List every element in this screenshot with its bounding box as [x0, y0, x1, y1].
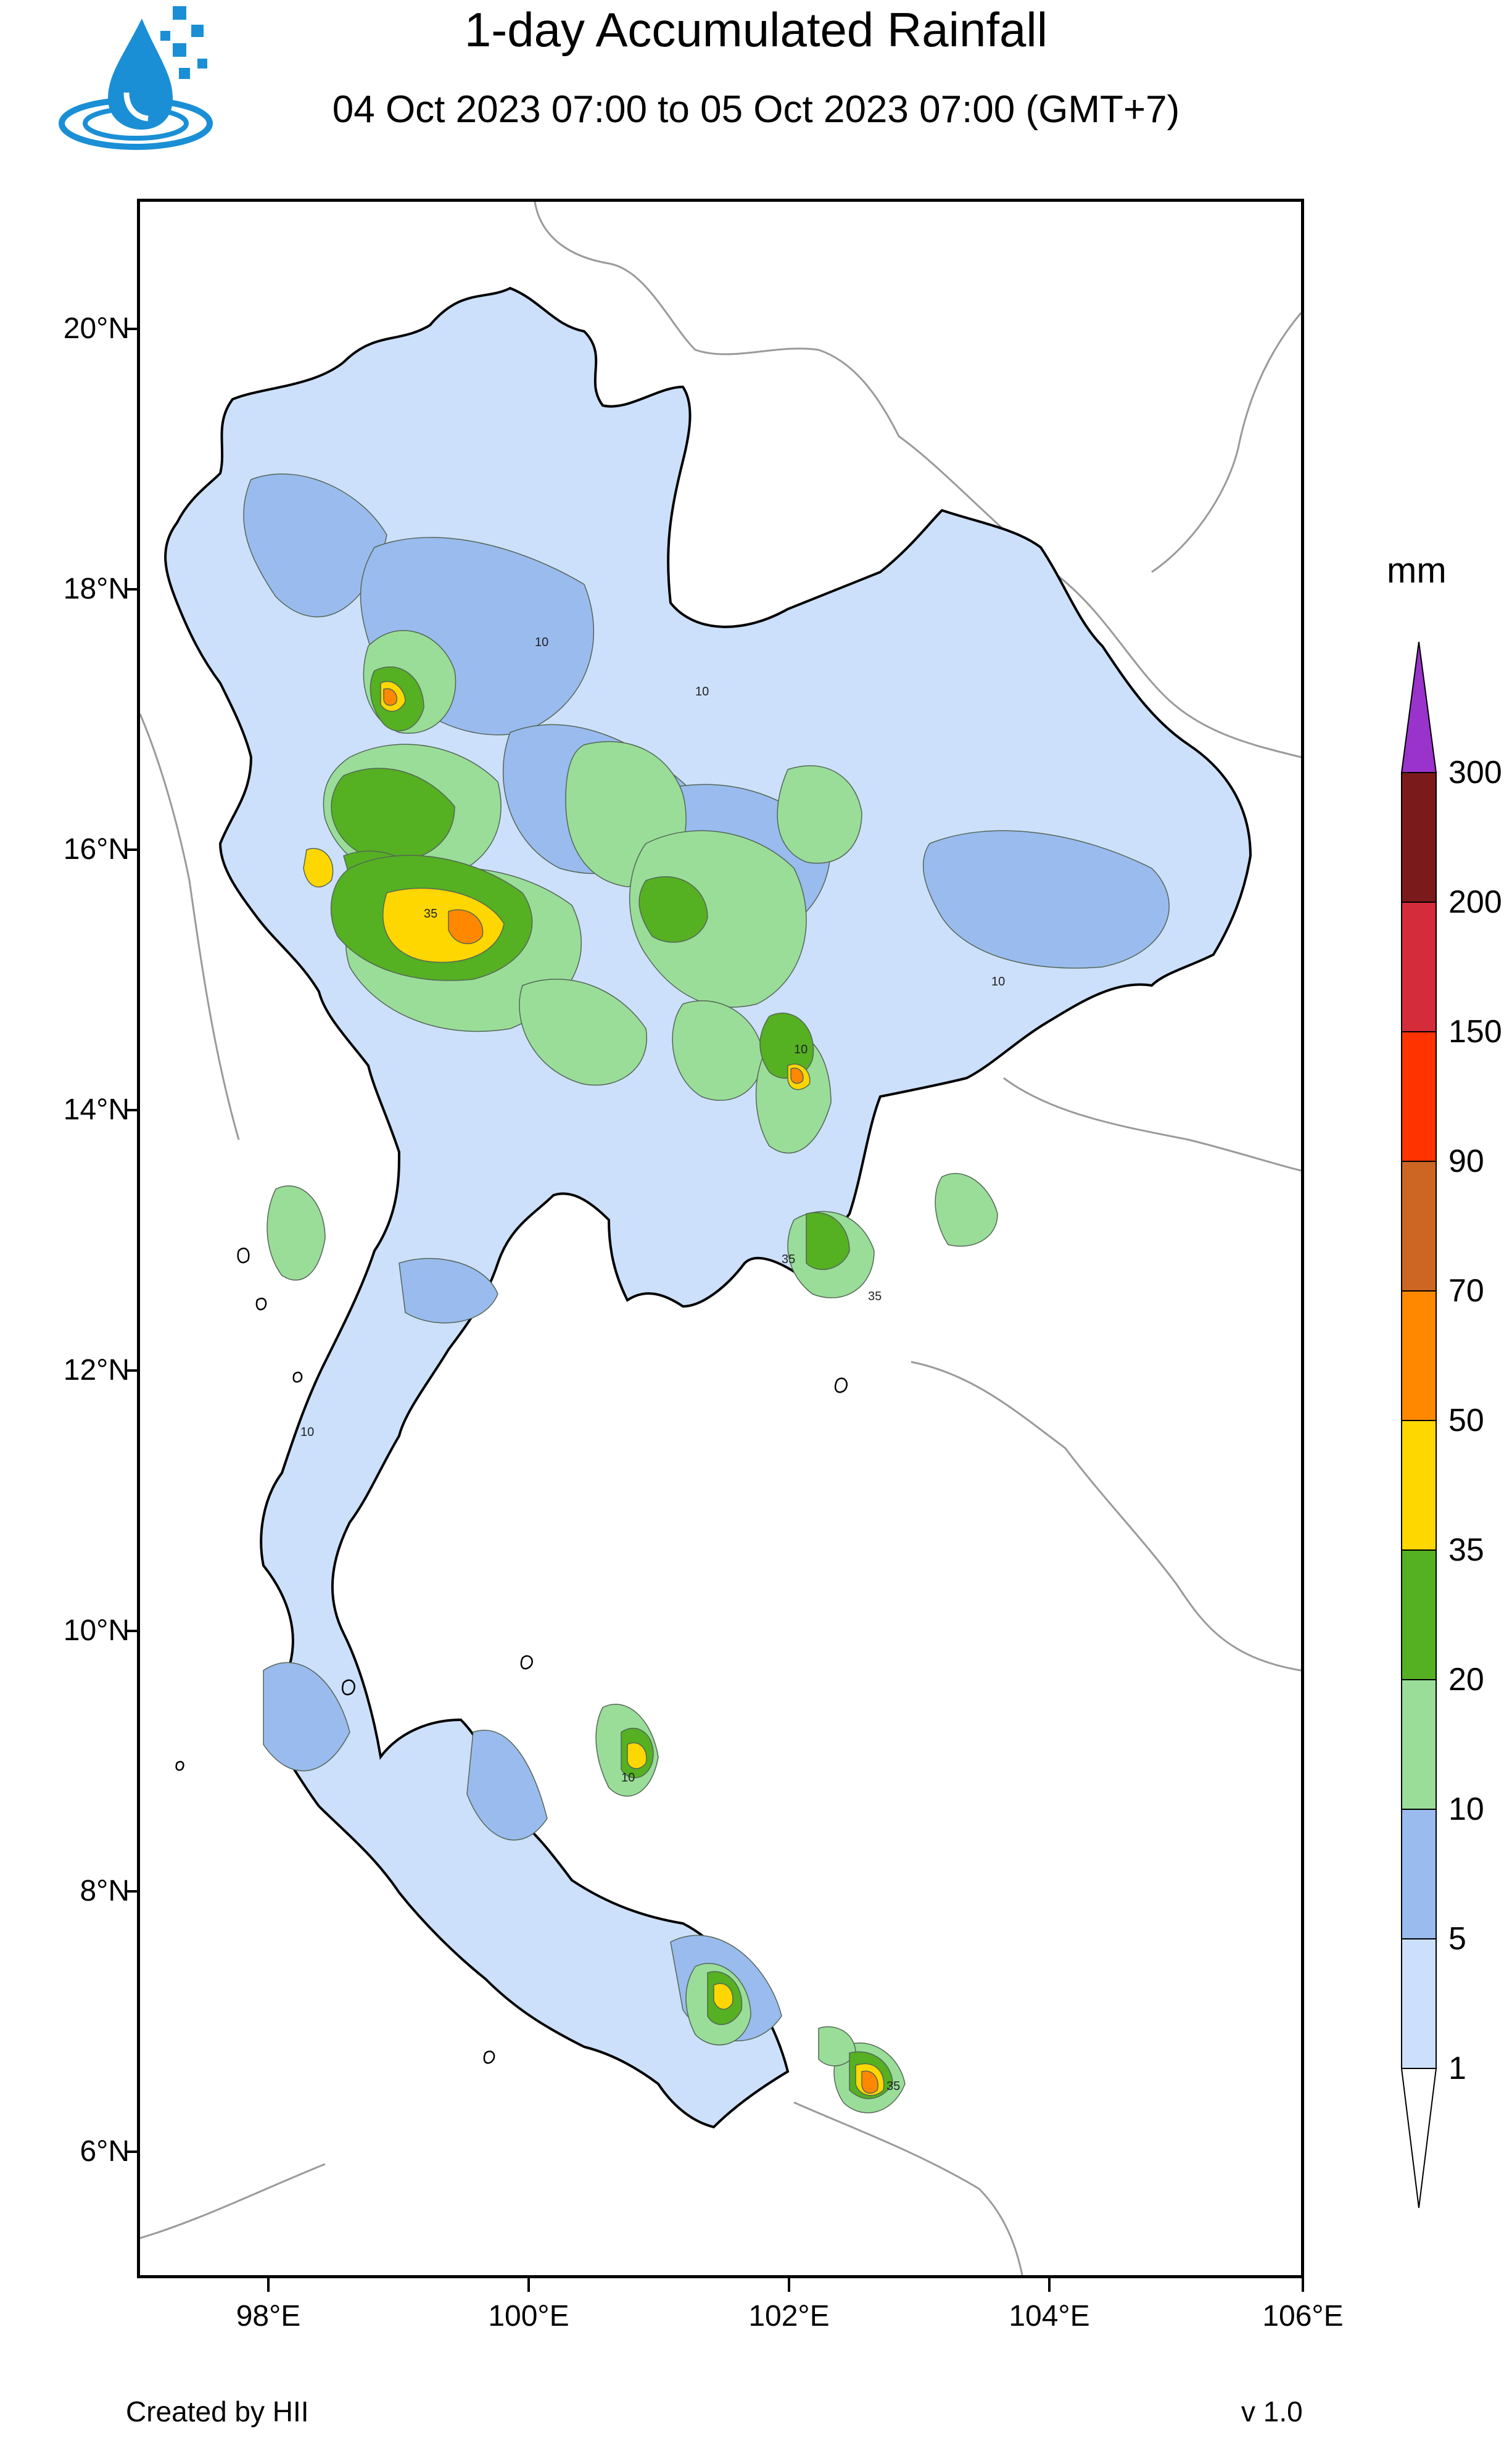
lat-tick: [125, 328, 137, 330]
credit-text: Created by HII: [126, 2395, 309, 2428]
lon-label: 106°E: [1262, 2300, 1344, 2333]
contour-label: 35: [886, 2080, 900, 2093]
contour-label: 35: [424, 907, 437, 921]
lat-label: 16°N: [63, 833, 130, 866]
lat-label: 8°N: [80, 1875, 130, 1907]
contour-label: 10: [535, 636, 548, 649]
legend-level: 200: [1448, 884, 1502, 920]
lon-label: 102°E: [748, 2300, 830, 2333]
legend-level: 300: [1448, 755, 1502, 790]
lat-label: 14°N: [63, 1093, 130, 1126]
page-title: 1-day Accumulated Rainfall: [464, 2, 1048, 57]
lat-tick: [125, 1369, 137, 1372]
lon-tick: [1048, 2278, 1051, 2292]
lat-label: 20°N: [63, 312, 130, 345]
legend-level: 70: [1448, 1273, 1484, 1309]
lat-label: 18°N: [63, 573, 130, 605]
lon-tick: [527, 2278, 530, 2292]
lat-tick: [125, 2151, 137, 2153]
legend-unit: mm: [1387, 550, 1447, 591]
rainfall-map[interactable]: 10 10 10 10 35 35 35 10 35 10: [137, 199, 1304, 2278]
lat-label: 12°N: [63, 1354, 130, 1387]
legend-level: 1: [1448, 2051, 1466, 2086]
lat-tick: [125, 1109, 137, 1111]
lon-label: 98°E: [236, 2300, 301, 2333]
lat-tick: [125, 1630, 137, 1632]
lon-tick: [267, 2278, 270, 2292]
legend-level: 5: [1448, 1921, 1466, 1957]
legend-level: 150: [1448, 1014, 1502, 1050]
rainfall-map-canvas: 10 10 10 10 35 35 35 10 35 10: [140, 202, 1301, 2275]
contour-label: 10: [991, 975, 1005, 989]
lat-label: 6°N: [80, 2135, 130, 2168]
hii-logo: [59, 6, 213, 150]
legend-level: 50: [1448, 1403, 1484, 1438]
legend-level: 10: [1448, 1791, 1484, 1827]
legend-level: 35: [1448, 1532, 1484, 1568]
version-text: v 1.0: [1241, 2395, 1303, 2428]
lat-tick: [125, 848, 137, 851]
lat-tick: [125, 588, 137, 591]
lon-label: 104°E: [1009, 2300, 1090, 2333]
date-range-subtitle: 04 Oct 2023 07:00 to 05 Oct 2023 07:00 (…: [332, 88, 1180, 131]
lat-label: 10°N: [63, 1614, 130, 1647]
contour-label: 35: [868, 1290, 882, 1303]
lon-tick: [1302, 2278, 1304, 2292]
contour-label: 10: [300, 1425, 314, 1439]
lon-label: 100°E: [488, 2300, 569, 2333]
legend-level: 90: [1448, 1143, 1484, 1179]
contour-label: 10: [621, 1771, 635, 1785]
contour-label: 10: [695, 685, 709, 699]
lat-tick: [125, 1890, 137, 1893]
contour-label: 35: [782, 1253, 795, 1266]
legend-colorbar: [1400, 642, 1437, 2209]
contour-label: 10: [794, 1043, 808, 1056]
lon-tick: [788, 2278, 790, 2292]
legend-level: 20: [1448, 1662, 1484, 1698]
